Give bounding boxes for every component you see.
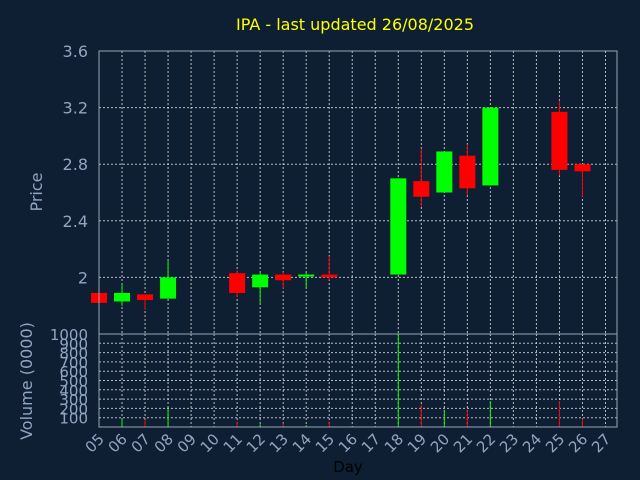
volume-tick-label: 600	[59, 363, 88, 381]
candle-body	[160, 277, 177, 299]
price-tick-label: 2	[78, 268, 88, 287]
candle-body	[390, 178, 407, 275]
price-axis-label: Price	[27, 172, 46, 211]
candle	[436, 151, 453, 193]
price-tick-label: 3.6	[63, 42, 88, 61]
volume-tick-label: 1000	[50, 326, 88, 344]
volume-tick-label: 900	[59, 335, 88, 353]
volume-tick-label: 300	[59, 391, 88, 409]
candle	[482, 107, 499, 186]
candle-body	[252, 274, 269, 288]
volume-tick-label: 800	[59, 345, 88, 363]
price-plot-frame	[98, 50, 618, 335]
candle	[413, 148, 430, 207]
volume-plot-frame	[98, 333, 618, 428]
candle-body	[137, 294, 154, 301]
price-tick-label: 2.4	[63, 212, 88, 231]
candle	[114, 284, 131, 306]
candle	[252, 273, 269, 303]
price-tick-label: 2.8	[63, 155, 88, 174]
candle-body	[321, 274, 338, 278]
candle-body	[275, 274, 292, 281]
candle	[321, 256, 338, 281]
candle-body	[574, 164, 591, 172]
candle-body	[413, 181, 430, 197]
candle-body	[551, 111, 568, 170]
candle	[574, 164, 591, 197]
candle-body	[298, 274, 315, 277]
candle	[160, 260, 177, 299]
candle-body	[114, 292, 131, 302]
candle	[275, 271, 292, 289]
candle	[137, 294, 154, 310]
price-tick-label: 3.2	[63, 99, 88, 118]
candle	[298, 271, 315, 288]
volume-tick-label: 400	[59, 382, 88, 400]
chart-title: IPA - last updated 26/08/2025	[236, 15, 474, 34]
candle	[459, 144, 476, 196]
x-tick-label: 27	[588, 430, 614, 456]
volume-tick-label: 700	[59, 354, 88, 372]
candle-body	[436, 151, 453, 193]
candle-body	[459, 155, 476, 189]
price-panel: 3.6 3.2 2.8 2.4 2 Price	[27, 42, 618, 335]
candle-body	[229, 273, 246, 293]
candle	[390, 178, 407, 275]
candle-body	[482, 107, 499, 186]
volume-tick-label: 100	[59, 410, 88, 428]
candle	[229, 270, 246, 298]
x-axis-label: Day	[333, 458, 363, 476]
volume-tick-label: 200	[59, 400, 88, 418]
volume-tick-label: 500	[59, 373, 88, 391]
candle	[551, 100, 568, 176]
volume-axis-label: Volume (0000)	[17, 322, 36, 440]
